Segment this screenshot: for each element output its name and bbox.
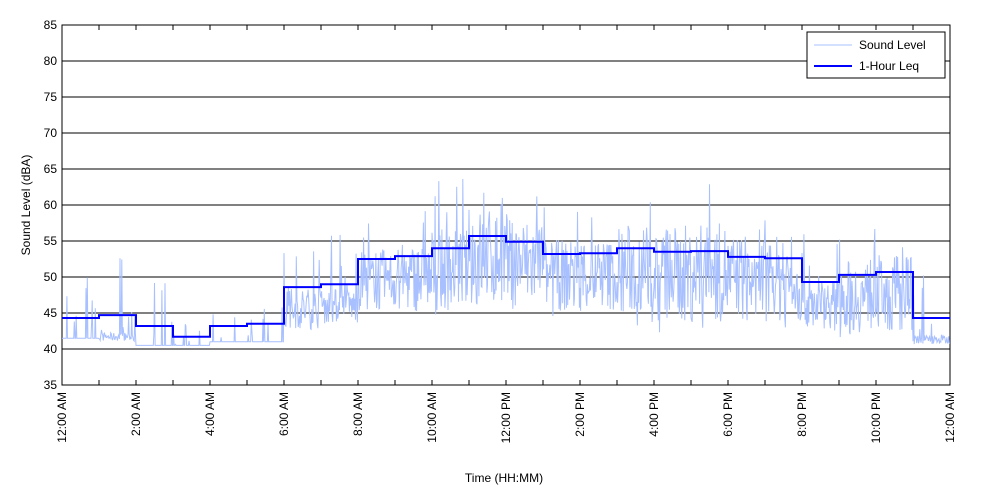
x-axis-label: Time (HH:MM) — [465, 471, 543, 485]
x-tick-label: 6:00 AM — [277, 392, 291, 436]
y-tick-label: 65 — [44, 162, 58, 176]
y-tick-label: 60 — [44, 198, 58, 212]
x-tick-label: 8:00 PM — [795, 392, 809, 437]
x-tick-label: 2:00 PM — [573, 392, 587, 437]
x-tick-label: 10:00 PM — [869, 392, 883, 443]
y-tick-label: 85 — [44, 18, 58, 32]
legend: Sound Level 1-Hour Leq — [806, 31, 946, 79]
x-tick-label: 4:00 PM — [647, 392, 661, 437]
sound-level-line — [62, 178, 950, 346]
x-tick-label: 12:00 AM — [943, 392, 957, 443]
x-tick-label: 10:00 AM — [425, 392, 439, 443]
y-tick-label: 35 — [44, 378, 58, 392]
y-tick-label: 55 — [44, 234, 58, 248]
leq-step-line — [62, 234, 950, 338]
x-tick-label: 6:00 PM — [721, 392, 735, 437]
y-tick-label: 40 — [44, 342, 58, 356]
y-tick-label: 75 — [44, 90, 58, 104]
legend-leq: 1-Hour Leq — [859, 59, 919, 73]
y-tick-label: 80 — [44, 54, 58, 68]
x-tick-label: 8:00 AM — [351, 392, 365, 436]
y-tick-label: 50 — [44, 270, 58, 284]
y-tick-label: 45 — [44, 306, 58, 320]
legend-sound-level: Sound Level — [859, 38, 926, 52]
x-tick-label: 12:00 PM — [499, 392, 513, 443]
x-tick-label: 2:00 AM — [129, 392, 143, 436]
x-tick-label: 4:00 AM — [203, 392, 217, 436]
y-tick-label: 70 — [44, 126, 58, 140]
y-axis-label: Sound Level (dBA) — [19, 155, 33, 256]
x-tick-label: 12:00 AM — [55, 392, 69, 443]
